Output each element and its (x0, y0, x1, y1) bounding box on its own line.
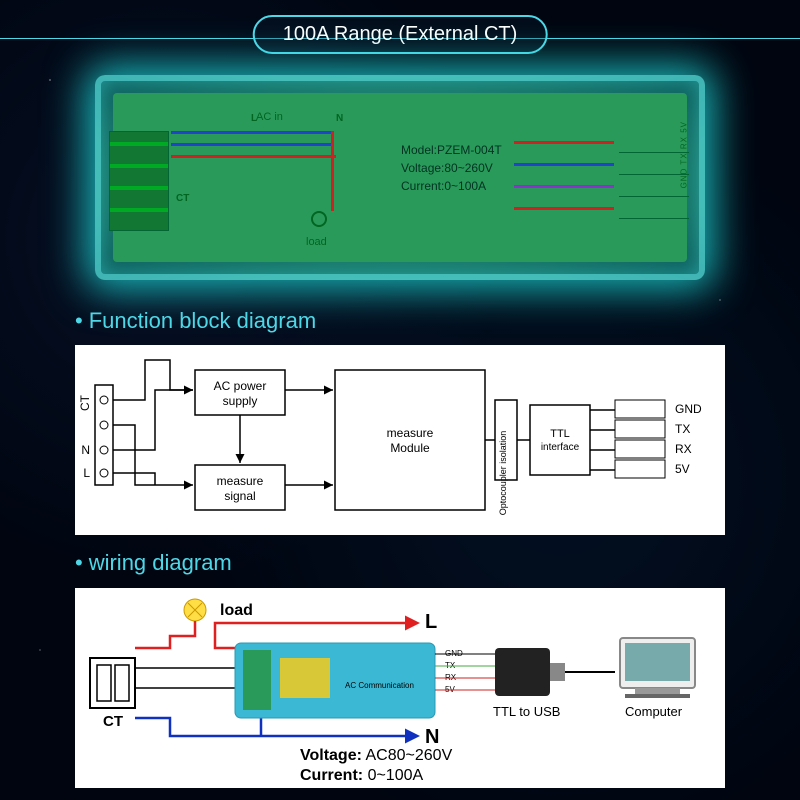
svg-text:5V: 5V (675, 462, 690, 476)
N-label: N (336, 113, 343, 124)
svg-text:GND: GND (675, 402, 702, 416)
output-pins: GND TX RX 5V (615, 400, 702, 478)
computer-icon (620, 638, 695, 698)
svg-text:signal: signal (224, 489, 255, 503)
svg-text:RX: RX (675, 442, 692, 456)
term-l: L (83, 466, 90, 480)
arrow-gnd (514, 141, 614, 144)
arrow-5v (514, 207, 614, 210)
product-image: L AC in N CT load Model:PZEM-004T Voltag… (95, 75, 705, 280)
section-title-wiring: •wiring diagram (75, 550, 232, 576)
svg-text:supply: supply (223, 394, 258, 408)
ct-box-label: CT (103, 713, 123, 730)
module-ac-comm: AC Communication (345, 681, 414, 690)
arrow-rx (514, 185, 614, 188)
acin-label: AC in (256, 111, 283, 123)
term-ct: CT (78, 394, 92, 411)
block-opto: Optocoupler isolation (498, 431, 508, 516)
block-ttl: TTL (550, 428, 570, 440)
spec-current: Current: 0~100A (300, 767, 424, 784)
block-ac-power: AC power (214, 379, 267, 393)
load-label: load (306, 236, 327, 248)
ttl-usb-label: TTL to USB (493, 704, 560, 719)
svg-text:Module: Module (390, 441, 430, 455)
svg-text:TX: TX (675, 422, 690, 436)
spec-voltage: Voltage: AC80~260V (300, 747, 453, 764)
ttl-usb-adapter (495, 648, 550, 696)
right-pins-text: GND TX RX 5V (679, 121, 688, 188)
load-text: load (220, 602, 253, 619)
function-block-diagram: CT N L AC power supply measure signal me… (75, 345, 725, 535)
arrow-tx (514, 163, 614, 166)
CT-label: CT (176, 193, 189, 204)
load-icon (311, 211, 327, 227)
svg-text:interface: interface (541, 442, 580, 453)
block-measure-module: measure (387, 426, 434, 440)
section-title-func: •Function block diagram (75, 308, 316, 334)
N-wire-label: N (425, 726, 439, 748)
product-spec: Model:PZEM-004T Voltage:80~260V Current:… (401, 141, 502, 195)
term-n: N (81, 443, 90, 457)
block-measure-signal: measure (217, 474, 264, 488)
wiring-diagram: load L N CT AC Communication GND TX RX 5… (75, 588, 725, 788)
L-wire-label: L (425, 611, 437, 633)
main-title: 100A Range (External CT) (253, 15, 548, 54)
computer-label: Computer (625, 704, 683, 719)
